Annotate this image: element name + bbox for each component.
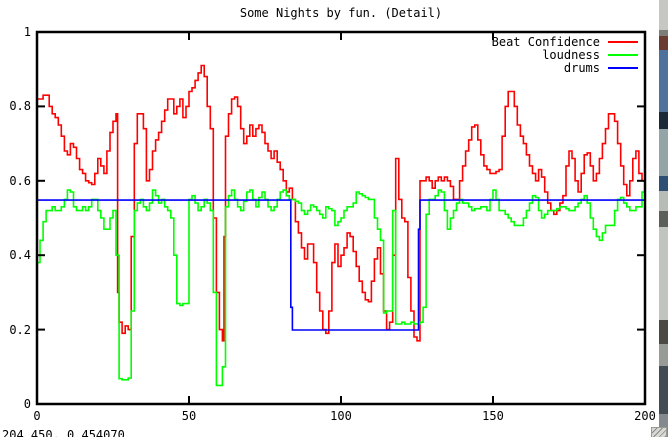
x-tick-label: 50 (181, 409, 197, 423)
series-line-drums (37, 199, 645, 331)
chart-title: Some Nights by fun. (Detail) (239, 6, 443, 20)
legend-line-sample (608, 67, 638, 69)
legend-label: loudness (542, 48, 600, 62)
status-coordinates-text: 204.450, 0.454070 (2, 428, 125, 437)
y-tick-label: 0.4 (9, 248, 31, 263)
y-tick-label: 1 (23, 25, 31, 39)
y-tick-label: 0.2 (9, 322, 31, 337)
x-tick-label: 100 (330, 409, 352, 423)
legend-line-sample (608, 41, 638, 43)
legend: Beat Confidence loudness drums (492, 36, 638, 74)
x-tick-label: 200 (634, 409, 656, 423)
window-resize-grip[interactable] (651, 427, 667, 437)
x-tick-label: 0 (33, 409, 41, 423)
x-tick-label: 150 (482, 409, 504, 423)
series-line-loudness (37, 173, 646, 387)
legend-line-sample (608, 54, 638, 56)
legend-item-beat-confidence: Beat Confidence (492, 36, 638, 48)
y-tick-label: 0.6 (9, 173, 31, 188)
legend-item-loudness: loudness (492, 49, 638, 61)
background-window-sliver[interactable] (659, 0, 668, 437)
legend-label: drums (563, 61, 600, 75)
y-tick-label: 0 (23, 397, 31, 411)
y-tick-label: 0.8 (9, 99, 31, 114)
plot-border (35, 30, 647, 406)
legend-item-drums: drums (492, 62, 638, 74)
legend-label: Beat Confidence (491, 35, 600, 49)
series-line-beat-confidence (37, 64, 646, 342)
